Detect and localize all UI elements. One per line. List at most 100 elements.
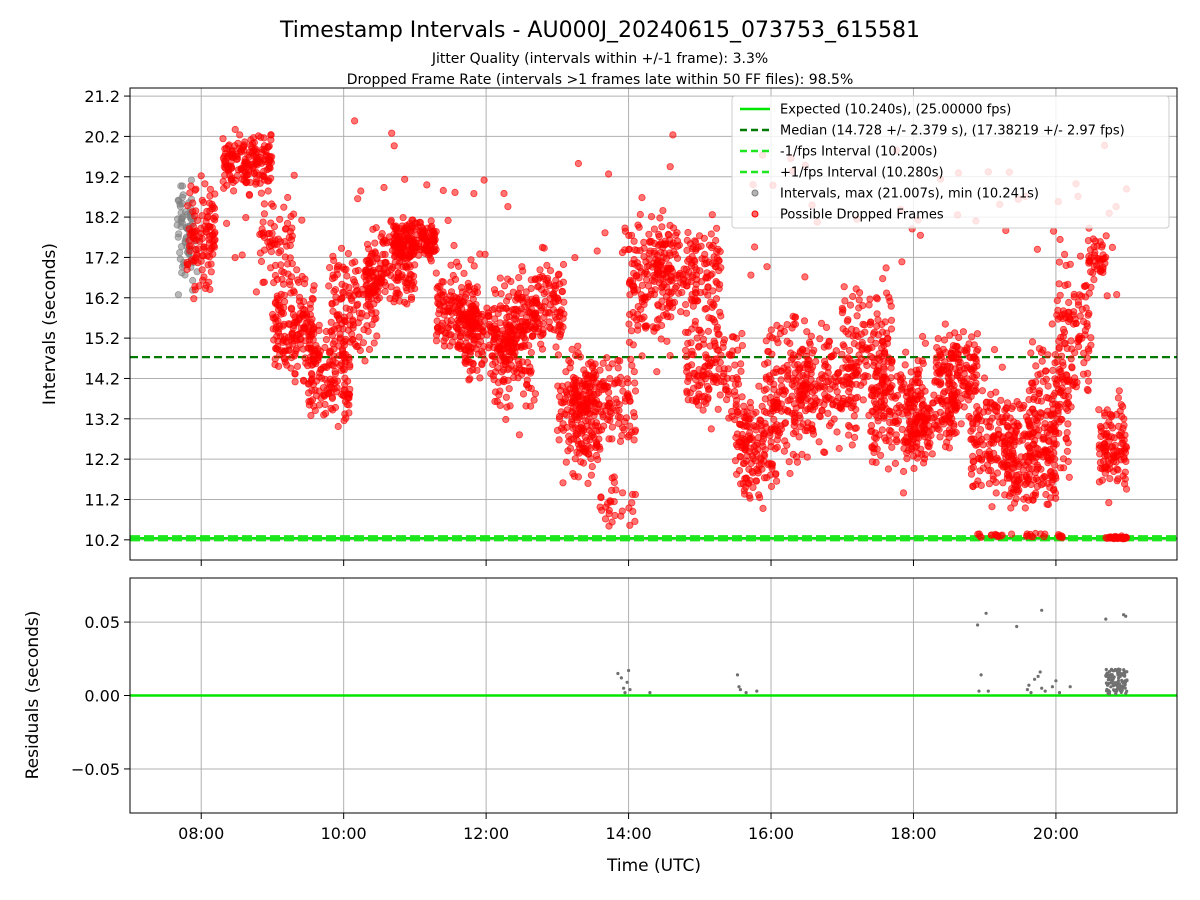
dropped-frame-point <box>521 367 529 375</box>
dropped-frame-point <box>1044 479 1052 488</box>
dropped-frame-point <box>1034 431 1042 439</box>
dropped-frame-point <box>647 213 656 221</box>
dropped-frame-point <box>790 400 799 408</box>
dropped-frame-point <box>1065 298 1073 307</box>
dropped-frame-point <box>231 254 239 262</box>
dropped-frame-point <box>608 518 616 526</box>
dropped-frame-point <box>867 421 876 430</box>
dropped-frame-point <box>277 310 285 318</box>
dropped-frame-point <box>189 208 197 216</box>
dropped-frame-point <box>1118 439 1126 448</box>
dropped-frame-point <box>236 131 244 139</box>
dropped-frame-point <box>439 186 447 195</box>
dropped-frame-point <box>1005 440 1013 449</box>
legend-minus-interval-label: -1/fps Interval (10.200s) <box>780 145 937 160</box>
dropped-frame-point <box>503 275 512 283</box>
dropped-frame-point <box>767 326 775 334</box>
dropped-frame-point <box>1044 382 1052 390</box>
dropped-frame-point <box>245 191 254 199</box>
dropped-frame-point <box>818 374 826 382</box>
dropped-frame-point <box>642 276 651 284</box>
dropped-frame-point <box>917 408 926 417</box>
dropped-frame-point <box>509 351 518 359</box>
dropped-frame-point <box>691 285 700 293</box>
dropped-frame-point <box>682 309 691 317</box>
dropped-frame-point <box>640 294 648 302</box>
dropped-frame-point <box>960 378 969 386</box>
residual-point <box>1038 670 1042 674</box>
dropped-frame-point <box>461 321 469 329</box>
dropped-frame-point <box>340 350 348 358</box>
dropped-frame-point <box>577 440 585 448</box>
dropped-frame-point <box>638 281 647 289</box>
residual-point <box>622 686 626 690</box>
dropped-frame-point <box>597 493 605 501</box>
residual-point <box>1109 685 1113 689</box>
dropped-frame-point <box>897 371 905 379</box>
dropped-frame-point <box>1087 341 1095 349</box>
dropped-frame-point <box>315 401 324 409</box>
dropped-frame-point <box>1024 442 1032 450</box>
dropped-frame-point <box>804 405 812 413</box>
dropped-frame-point <box>352 281 360 290</box>
dropped-frame-point <box>574 159 583 168</box>
dropped-frame-point <box>1010 464 1018 472</box>
dropped-frame-point <box>1093 242 1101 250</box>
dropped-frame-point <box>671 251 680 259</box>
dropped-frame-point <box>330 256 338 265</box>
residual-point <box>1125 678 1129 683</box>
dropped-frame-point <box>341 374 349 382</box>
dropped-frame-point <box>1062 434 1070 442</box>
dropped-frame-point <box>998 363 1006 371</box>
dropped-frame-point <box>328 394 336 402</box>
dropped-frame-point <box>880 365 888 373</box>
bottom-y-tick-label: −0.05 <box>71 760 120 779</box>
dropped-frame-point <box>1075 342 1083 351</box>
dropped-frame-point <box>941 320 949 328</box>
dropped-frame-point <box>1099 265 1107 273</box>
dropped-frame-point <box>665 231 673 239</box>
legend-dropped-swatch <box>751 210 759 218</box>
dropped-frame-point <box>711 342 719 350</box>
dropped-frame-point <box>992 388 1000 396</box>
dropped-frame-point <box>496 302 504 310</box>
dropped-frame-point <box>630 412 639 421</box>
residual-point <box>1104 667 1108 672</box>
dropped-frame-point <box>1061 281 1069 289</box>
dropped-frame-point <box>736 453 745 461</box>
dropped-frame-point <box>331 403 340 412</box>
dropped-frame-point <box>991 401 999 409</box>
dropped-frame-point <box>724 390 733 398</box>
dropped-frame-point <box>441 329 449 337</box>
dropped-frame-point <box>193 252 201 260</box>
dropped-frame-point <box>800 360 809 368</box>
dropped-frame-point <box>267 131 275 139</box>
dropped-frame-point <box>276 303 284 312</box>
dropped-frame-point <box>274 362 283 370</box>
dropped-frame-point <box>1041 447 1050 455</box>
dropped-frame-point <box>608 435 616 443</box>
dropped-frame-point <box>654 302 663 310</box>
dropped-frame-point <box>701 363 709 371</box>
dropped-frame-point <box>219 135 227 143</box>
dropped-frame-point <box>522 288 530 296</box>
dropped-frame-point <box>975 448 983 456</box>
dropped-frame-point <box>407 227 415 235</box>
dropped-frame-point <box>899 489 908 497</box>
dropped-frame-point <box>336 330 344 338</box>
dropped-frame-point <box>315 350 323 358</box>
dropped-frame-point <box>682 352 691 360</box>
dropped-frame-point <box>444 216 452 225</box>
dropped-frame-point <box>762 423 770 431</box>
dropped-frame-point <box>541 297 549 306</box>
dropped-frame-point <box>237 165 245 173</box>
dropped-frame-point <box>843 400 851 408</box>
residual-point <box>1104 681 1108 685</box>
dropped-frame-point <box>1067 403 1075 411</box>
dropped-frame-point <box>953 389 961 397</box>
dropped-frame-point <box>595 400 603 408</box>
dropped-frame-point <box>325 348 334 356</box>
dropped-frame-point <box>371 239 379 247</box>
dropped-frame-point <box>1007 530 1016 538</box>
dropped-frame-point <box>351 258 359 266</box>
